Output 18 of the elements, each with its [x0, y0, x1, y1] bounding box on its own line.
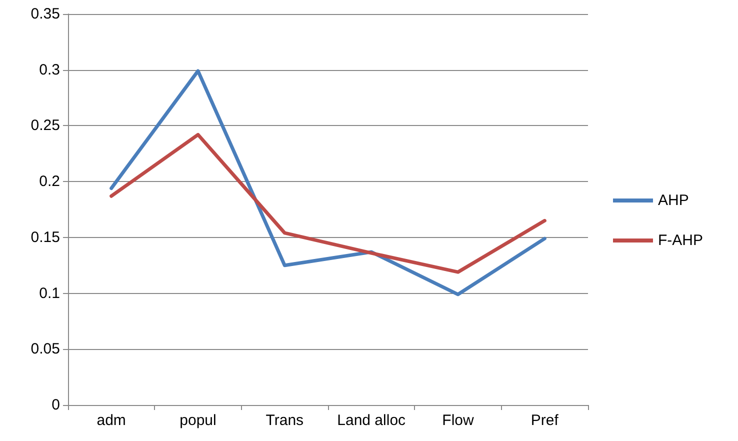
line-series [110, 132, 546, 274]
x-tick-label: Pref [530, 412, 560, 429]
line-series [110, 69, 546, 296]
x-tick-label: Flow [442, 412, 474, 429]
y-tick-label: 0 [52, 396, 60, 414]
y-tick-label: 0.05 [30, 340, 60, 358]
y-tick-label: 0.2 [39, 173, 60, 190]
y-tick-label: 0.25 [30, 117, 60, 134]
legend-label: F-AHP [658, 232, 703, 249]
x-tick-label: Trans [266, 412, 304, 429]
x-tick-label: adm [96, 412, 126, 429]
x-tick-label: popul [180, 412, 216, 429]
legend-label: AHP [658, 192, 689, 209]
x-tick-label: Land alloc [337, 412, 406, 429]
y-tick-label: 0.1 [39, 284, 60, 302]
y-tick-label: 0.35 [30, 6, 60, 22]
y-tick-label: 0.15 [30, 228, 60, 246]
y-tick-label: 0.3 [39, 61, 60, 78]
